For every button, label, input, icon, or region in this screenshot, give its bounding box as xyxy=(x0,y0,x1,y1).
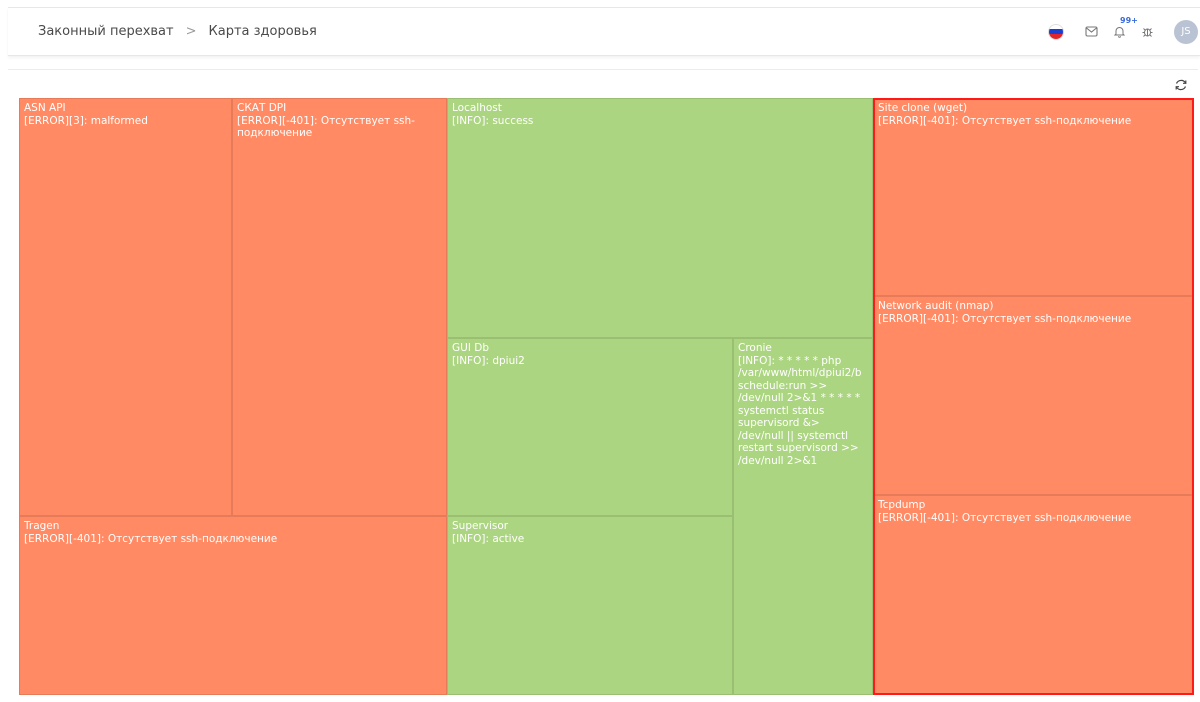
card-divider xyxy=(8,69,1198,70)
treemap-tile-gui-db[interactable]: GUI Db [INFO]: dpiui2 xyxy=(447,338,733,516)
treemap-tile-localhost[interactable]: Localhost [INFO]: success xyxy=(447,98,873,338)
top-bar: Законный перехват > Карта здоровья 99+ J… xyxy=(8,7,1200,56)
tile-name: ASN API xyxy=(24,102,66,114)
mail-icon[interactable] xyxy=(1080,21,1102,43)
tile-name: Network audit (nmap) xyxy=(878,300,994,312)
treemap-tile-skat-dpi[interactable]: СКАТ DPI [ERROR][-401]: Отсутствует ssh-… xyxy=(232,98,447,516)
treemap-tile-site-clone[interactable]: Site clone (wget) [ERROR][-401]: Отсутст… xyxy=(873,98,1194,296)
tile-message: [ERROR][3]: malformed xyxy=(24,114,148,127)
treemap-tile-supervisor[interactable]: Supervisor [INFO]: active xyxy=(447,516,733,695)
tile-message: [ERROR][-401]: Отсутствует ssh-подключен… xyxy=(24,532,278,545)
bug-icon[interactable] xyxy=(1136,21,1158,43)
tile-message: [INFO]: success xyxy=(452,114,534,127)
language-flag-icon[interactable] xyxy=(1048,23,1064,40)
user-avatar[interactable]: JS xyxy=(1174,19,1198,44)
tile-message: [ERROR][-401]: Отсутствует ssh-подключен… xyxy=(878,312,1132,325)
tile-name: Site clone (wget) xyxy=(878,102,968,114)
notifications-bell-icon[interactable]: 99+ xyxy=(1108,15,1140,43)
breadcrumb: Законный перехват > Карта здоровья xyxy=(38,8,317,55)
tile-name: Tragen xyxy=(24,520,60,532)
breadcrumb-item-lawful-intercept[interactable]: Законный перехват xyxy=(38,24,174,39)
tile-name: Cronie xyxy=(738,342,772,354)
tile-name: Localhost xyxy=(452,102,502,114)
notifications-badge: 99+ xyxy=(1118,15,1140,25)
tile-message: [ERROR][-401]: Отсутствует ssh-подключен… xyxy=(237,114,415,140)
tile-message: [INFO]: * * * * * php /var/www/html/dpiu… xyxy=(738,354,862,467)
tile-message: [ERROR][-401]: Отсутствует ssh-подключен… xyxy=(878,114,1132,127)
tile-name: Tcpdump xyxy=(878,499,926,511)
tile-name: Supervisor xyxy=(452,520,509,532)
tile-message: [INFO]: dpiui2 xyxy=(452,354,525,367)
health-treemap: ASN API [ERROR][3]: malformed СКАТ DPI [… xyxy=(19,98,1194,695)
tile-message: [ERROR][-401]: Отсутствует ssh-подключен… xyxy=(878,511,1132,524)
breadcrumb-item-health-map: Карта здоровья xyxy=(208,24,317,39)
header-actions: 99+ JS xyxy=(1048,8,1200,55)
refresh-icon[interactable] xyxy=(1172,76,1190,94)
treemap-tile-network-audit[interactable]: Network audit (nmap) [ERROR][-401]: Отсу… xyxy=(873,296,1194,495)
tile-name: СКАТ DPI xyxy=(237,102,287,114)
breadcrumb-separator: > xyxy=(185,24,197,39)
treemap-tile-asn-api[interactable]: ASN API [ERROR][3]: malformed xyxy=(19,98,232,516)
treemap-tile-tragen[interactable]: Tragen [ERROR][-401]: Отсутствует ssh-по… xyxy=(19,516,447,695)
treemap-tile-tcpdump[interactable]: Tcpdump [ERROR][-401]: Отсутствует ssh-п… xyxy=(873,495,1194,695)
treemap-tile-cronie[interactable]: Cronie [INFO]: * * * * * php /var/www/ht… xyxy=(733,338,873,695)
tile-message: [INFO]: active xyxy=(452,532,525,545)
tile-name: GUI Db xyxy=(452,342,490,354)
